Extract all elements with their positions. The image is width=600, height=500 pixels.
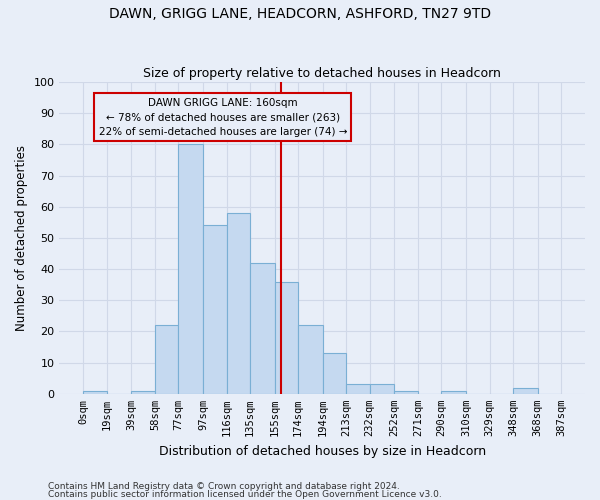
Bar (275, 282, 298, 394)
Bar (155, 325, 178, 394)
Bar (203, 226, 227, 394)
Bar (227, 213, 250, 394)
Bar (370, 384, 394, 394)
X-axis label: Distribution of detached houses by size in Headcorn: Distribution of detached houses by size … (158, 444, 486, 458)
Text: Contains HM Land Registry data © Crown copyright and database right 2024.: Contains HM Land Registry data © Crown c… (48, 482, 400, 491)
Y-axis label: Number of detached properties: Number of detached properties (15, 145, 28, 331)
Title: Size of property relative to detached houses in Headcorn: Size of property relative to detached ho… (143, 66, 501, 80)
Bar (323, 354, 346, 394)
Text: DAWN GRIGG LANE: 160sqm
← 78% of detached houses are smaller (263)
22% of semi-d: DAWN GRIGG LANE: 160sqm ← 78% of detache… (98, 98, 347, 137)
Bar (250, 263, 275, 394)
Text: Contains public sector information licensed under the Open Government Licence v3: Contains public sector information licen… (48, 490, 442, 499)
Bar (513, 388, 538, 394)
Bar (131, 390, 155, 394)
Bar (178, 144, 203, 394)
Bar (83, 390, 107, 394)
Bar (394, 390, 418, 394)
Bar (346, 384, 370, 394)
Bar (298, 325, 323, 394)
Bar (442, 390, 466, 394)
Text: DAWN, GRIGG LANE, HEADCORN, ASHFORD, TN27 9TD: DAWN, GRIGG LANE, HEADCORN, ASHFORD, TN2… (109, 8, 491, 22)
